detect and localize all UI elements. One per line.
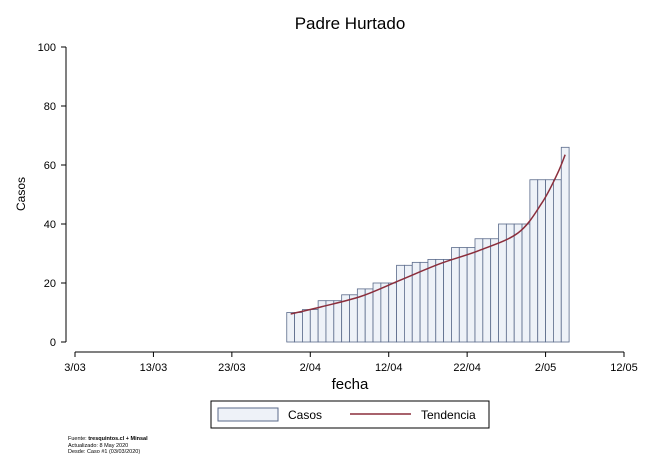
trend-line <box>290 154 566 315</box>
bars-layer <box>286 146 570 343</box>
bar-2020-04-02 <box>309 309 319 343</box>
source-line-1: Fuente: tresquintos.cl + Minsal <box>68 436 148 443</box>
x-tick-label: 22/04 <box>453 362 481 374</box>
y-tick-label: 100 <box>38 42 56 54</box>
x-tick-label: 2/04 <box>300 362 321 374</box>
source-prefix: Fuente: <box>68 436 89 442</box>
source-site: tresquintos.cl <box>88 436 125 442</box>
x-ticks: 3/03 13/03 23/03 2/04 12/04 22/04 2/05 12/05 <box>64 352 638 374</box>
bar-2020-04-05 <box>333 300 343 343</box>
bar-2020-04-13 <box>396 264 405 343</box>
chart-title: Padre Hurtado <box>295 14 406 33</box>
x-tick-label: 23/03 <box>218 362 246 374</box>
y-axis-title: Casos <box>14 177 28 211</box>
bar-2020-05-03 <box>553 179 562 343</box>
bar-2020-04-22 <box>466 247 476 343</box>
bar-2020-04-01 <box>302 309 311 343</box>
x-tick-label: 2/05 <box>535 362 556 374</box>
bar-2020-04-19 <box>443 258 452 343</box>
bar-2020-04-25 <box>490 238 499 343</box>
bar-2020-03-30 <box>286 312 296 343</box>
bar-2020-04-18 <box>435 258 445 343</box>
bar-2020-04-12 <box>388 282 397 343</box>
y-tick-label: 40 <box>44 219 56 231</box>
x-tick-label: 3/03 <box>64 362 85 374</box>
bar-2020-04-23 <box>474 238 484 343</box>
bar-2020-04-07 <box>349 294 358 343</box>
bar-2020-05-04 <box>560 146 570 343</box>
bar-2020-04-29 <box>521 223 531 343</box>
bar-2020-04-09 <box>364 288 374 343</box>
x-tick-label: 13/03 <box>140 362 168 374</box>
bar-2020-04-04 <box>325 300 335 343</box>
source-line-3: Desde: Caso #1 (03/03/2020) <box>68 449 141 455</box>
y-tick-label: 80 <box>44 101 56 113</box>
bar-2020-04-28 <box>513 223 523 343</box>
legend-label-casos: Casos <box>288 408 322 422</box>
bar-2020-05-02 <box>545 179 554 343</box>
source-line-2: Actualizado: 8 May 2020 <box>68 442 129 449</box>
x-tick-label: 12/04 <box>375 362 403 374</box>
y-tick-label: 0 <box>50 337 56 349</box>
x-tick-label: 12/05 <box>610 362 638 374</box>
bar-2020-04-16 <box>419 261 429 343</box>
bar-2020-04-27 <box>505 223 515 343</box>
bar-2020-04-11 <box>380 282 390 343</box>
bar-2020-04-21 <box>458 247 468 343</box>
legend-swatch-casos <box>217 407 279 422</box>
bar-2020-04-20 <box>451 247 460 343</box>
source-note: Fuente: tresquintos.cl + Minsal Actualiz… <box>68 436 148 456</box>
bar-2020-04-17 <box>427 258 437 343</box>
legend-label-tendencia: Tendencia <box>421 408 476 422</box>
x-axis-title: fecha <box>332 376 369 393</box>
y-tick-label: 20 <box>44 278 56 290</box>
y-tick-label: 60 <box>44 160 56 172</box>
legend: Casos Tendencia <box>210 400 490 429</box>
bar-2020-03-31 <box>294 312 303 343</box>
y-ticks: 0 20 40 60 80 100 <box>38 42 66 349</box>
bar-2020-04-30 <box>529 179 539 343</box>
bar-2020-04-24 <box>482 238 492 343</box>
source-suffix: + Minsal <box>124 436 148 442</box>
